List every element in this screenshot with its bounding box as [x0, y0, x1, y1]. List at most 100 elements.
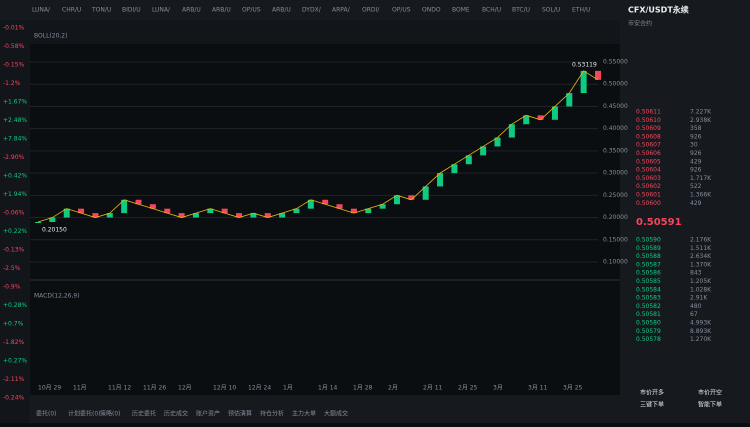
candle	[293, 208, 300, 214]
candle	[236, 213, 243, 218]
ticker-tab[interactable]: BIDI/U	[122, 7, 141, 14]
bottom-tab[interactable]: 计划委托(0)	[68, 410, 101, 418]
candle	[149, 204, 156, 209]
bottom-tab[interactable]: 持仓分析	[260, 410, 284, 418]
ask-qty: 429	[690, 158, 702, 165]
watch-change[interactable]: -2.5%	[3, 265, 21, 272]
ticker-tab[interactable]: ONDO	[422, 7, 441, 14]
watch-change[interactable]: -0.58%	[3, 43, 25, 50]
watch-change[interactable]: +0.28%	[3, 302, 27, 309]
candle	[322, 199, 329, 205]
watch-change[interactable]: -0.13%	[3, 247, 25, 254]
bid-qty: 2.634K	[690, 253, 712, 260]
watch-change[interactable]: +0.42%	[3, 173, 27, 180]
watch-change[interactable]: -2.90%	[3, 154, 25, 161]
watch-change[interactable]: +1.94%	[3, 191, 27, 198]
ticker-tab[interactable]: ARB/U	[212, 7, 231, 14]
ticker-tab[interactable]: DYDX/	[302, 7, 322, 14]
candle	[192, 213, 199, 218]
indicator-label: BOLL(20,2)	[34, 33, 67, 40]
candle	[350, 208, 357, 214]
side-panel	[620, 0, 750, 423]
bottom-tab[interactable]: 主力大单	[292, 410, 316, 418]
ticker-tab[interactable]: LUNA/	[32, 7, 51, 14]
toolbar	[30, 20, 620, 44]
ticker-tab[interactable]: BCH/U	[482, 7, 501, 14]
watch-change[interactable]: +2.48%	[3, 117, 27, 124]
ask-price: 0.50604	[636, 167, 661, 174]
ask-qty: 926	[690, 150, 702, 157]
price-tick: 0.10000	[603, 259, 628, 266]
ticker-tab[interactable]: ORDI/	[362, 7, 380, 14]
bottom-tab[interactable]: 历史成交	[164, 410, 188, 418]
candle	[379, 204, 386, 209]
candle	[494, 137, 501, 147]
ticker-tab[interactable]: ETH/U	[572, 7, 590, 14]
bid-qty: 1.205K	[690, 278, 712, 285]
bid-price: 0.50579	[636, 328, 661, 335]
ticker-tab[interactable]: SOL/U	[542, 7, 560, 14]
bottom-tab[interactable]: 账户资产	[196, 410, 220, 418]
ask-qty: 429	[690, 200, 702, 207]
action-button[interactable]: 智能下单	[698, 401, 722, 409]
symbol[interactable]: CFX/USDT永续	[628, 5, 689, 15]
ticker-tab[interactable]: ARPA/	[332, 7, 351, 14]
ask-price: 0.50606	[636, 150, 661, 157]
watch-change[interactable]: -0.06%	[3, 210, 25, 217]
ticker-tab[interactable]: BOME	[452, 7, 470, 14]
bottom-tab[interactable]: 大额成交	[324, 410, 348, 418]
ticker-tab[interactable]: ARB/U	[182, 7, 201, 14]
date-tick: 10月 29	[38, 385, 61, 392]
ask-qty: 926	[690, 167, 702, 174]
watch-change[interactable]: -0.15%	[3, 62, 25, 69]
ticker-tab[interactable]: OP/US	[392, 7, 411, 14]
watch-change[interactable]: -2.11%	[3, 376, 25, 383]
date-tick: 12月 10	[213, 385, 236, 392]
candle	[264, 213, 271, 218]
bid-qty: 1.370K	[690, 261, 712, 268]
ticker-tab[interactable]: OP/US	[242, 7, 261, 14]
watch-change[interactable]: -1.2%	[3, 80, 21, 87]
watch-change[interactable]: +1.67%	[3, 99, 27, 106]
ticker-tab[interactable]: BTC/U	[512, 7, 530, 14]
action-button[interactable]: 市价开空	[698, 389, 722, 397]
bid-price: 0.50583	[636, 295, 661, 302]
bid-qty: 1.511K	[690, 245, 712, 252]
bid-price: 0.50581	[636, 311, 661, 318]
bid-price: 0.50586	[636, 270, 661, 277]
candle	[537, 115, 544, 120]
bid-qty: 2.91K	[690, 295, 708, 302]
watch-change[interactable]: +7.84%	[3, 136, 27, 143]
watch-change[interactable]: +0.27%	[3, 358, 27, 365]
bid-qty: 1.028K	[690, 286, 712, 293]
exchange: 币安合约	[628, 20, 652, 28]
bottom-tab[interactable]: 预估清算	[228, 410, 252, 418]
date-tick: 1月	[283, 385, 293, 392]
bottom-tab[interactable]: 委托(0)	[36, 410, 57, 418]
date-tick: 2月 11	[423, 385, 443, 392]
bid-price: 0.50587	[636, 261, 661, 268]
watch-change[interactable]: -0.9%	[3, 284, 21, 291]
watch-change[interactable]: -0.24%	[3, 395, 25, 402]
ask-price: 0.50605	[636, 158, 661, 165]
bid-price: 0.50585	[636, 278, 661, 285]
ticker-tab[interactable]: LUNA/	[152, 7, 171, 14]
date-tick: 3月	[493, 385, 503, 392]
candle	[393, 195, 400, 205]
ticker-tab[interactable]: ARB/U	[272, 7, 291, 14]
bottom-tab[interactable]: 策略(0)	[100, 410, 121, 418]
candle	[135, 199, 142, 205]
action-button[interactable]: 三键下单	[640, 401, 664, 409]
price-tick: 0.25000	[603, 192, 628, 199]
watch-change[interactable]: +0.7%	[3, 321, 24, 328]
watch-change[interactable]: +0.22%	[3, 228, 27, 235]
watch-change[interactable]: -1.82%	[3, 339, 25, 346]
date-tick: 3月 25	[563, 385, 583, 392]
watch-change[interactable]: -0.01%	[3, 25, 25, 32]
action-button[interactable]: 市价开多	[640, 389, 664, 397]
ticker-tab[interactable]: CHR/U	[62, 7, 81, 14]
ticker-tab[interactable]: TON/U	[91, 7, 111, 14]
price-tick: 0.40000	[603, 125, 628, 132]
ask-price: 0.50607	[636, 142, 661, 149]
bottom-tab[interactable]: 历史委托	[132, 410, 156, 418]
